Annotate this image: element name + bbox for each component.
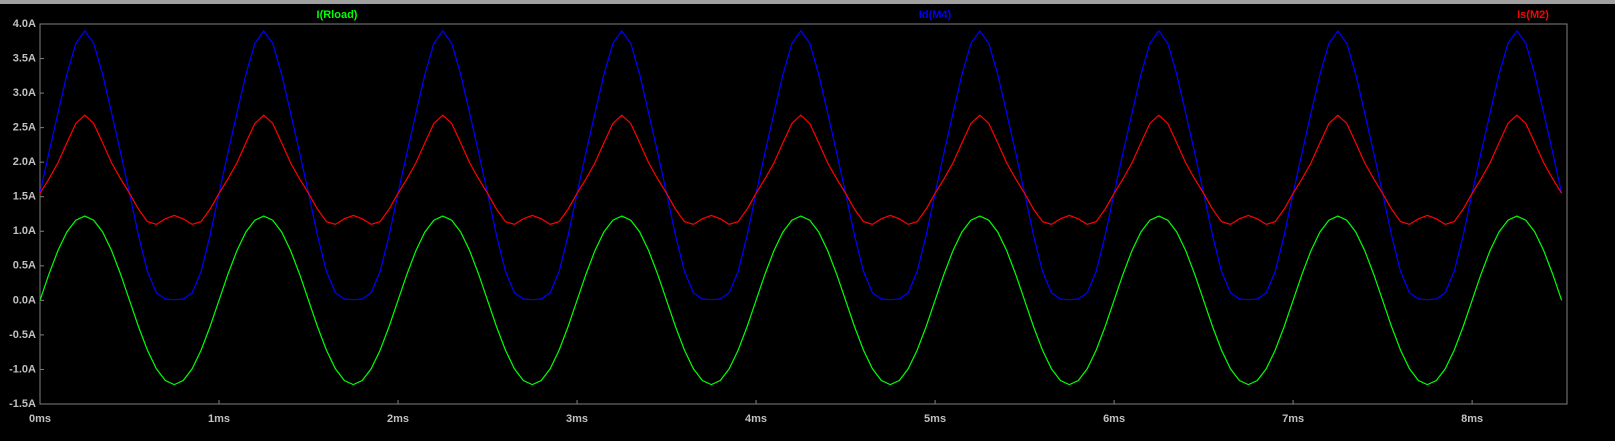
legend-entry: Is(M2) <box>1517 9 1549 21</box>
plot-border <box>39 23 1568 405</box>
legend-entry: Id(M4) <box>919 9 952 21</box>
y-tick-label: 4.0A <box>13 18 36 30</box>
x-tick-label: 2ms <box>387 413 409 425</box>
y-tick-label: 3.0A <box>13 87 36 99</box>
x-tick-label: 4ms <box>745 413 767 425</box>
y-tick-label: -1.0A <box>9 363 36 375</box>
x-tick-label: 0ms <box>29 413 51 425</box>
series-line <box>40 29 1563 301</box>
y-tick-label: 0.0A <box>13 294 36 306</box>
x-tick-label: 6ms <box>1103 413 1125 425</box>
y-tick-label: 3.5A <box>13 52 36 64</box>
series-line <box>40 114 1563 226</box>
y-tick-label: -1.5A <box>9 398 36 410</box>
x-tick-label: 1ms <box>208 413 230 425</box>
y-tick-label: 0.5A <box>13 260 36 272</box>
series-line <box>40 215 1563 386</box>
y-tick-label: -0.5A <box>9 329 36 341</box>
x-tick-label: 8ms <box>1461 413 1483 425</box>
x-tick-label: 3ms <box>566 413 588 425</box>
window-strip <box>0 0 1615 4</box>
x-tick-label: 5ms <box>924 413 946 425</box>
y-tick-label: 2.0A <box>13 156 36 168</box>
x-tick-label: 7ms <box>1282 413 1304 425</box>
legend-entry: I(Rload) <box>317 9 358 21</box>
y-tick-label: 2.5A <box>13 122 36 134</box>
y-tick-label: 1.0A <box>13 225 36 237</box>
y-tick-label: 1.5A <box>13 191 36 203</box>
